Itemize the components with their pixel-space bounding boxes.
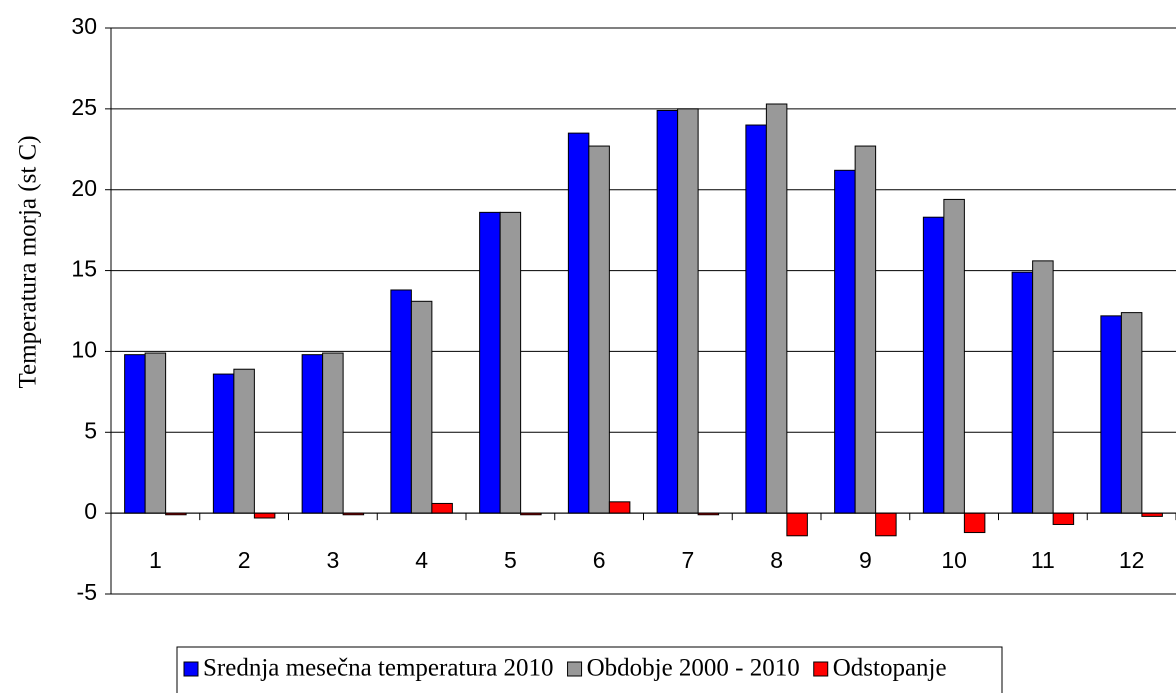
bar [963,512,986,534]
bar [1100,315,1122,514]
bar [233,368,255,514]
bar [499,211,522,514]
x-tick-label: 5 [504,547,517,573]
bar [745,124,767,514]
bar [253,512,276,519]
x-tick-label: 11 [1031,547,1055,573]
bar [390,289,412,514]
bar [656,109,679,514]
bar [875,512,897,537]
legend: Srednja mesečna temperatura 2010 Obdobje … [176,646,1003,693]
bar [301,354,324,514]
bar [479,211,501,514]
bar [1120,312,1143,514]
y-tick-label: 30 [71,13,97,39]
x-tick-label: 9 [859,547,872,573]
bar [765,103,788,514]
bar [677,108,699,514]
bar [144,352,167,514]
legend-swatch [183,661,199,677]
x-tick-label: 7 [681,547,694,573]
bar [608,501,631,514]
bar [834,169,856,514]
x-tick-label: 8 [770,547,783,573]
x-tick-label: 12 [1119,547,1145,573]
bar [786,512,808,537]
y-tick-label: 15 [71,256,97,282]
bar [410,300,433,514]
bar [943,198,965,514]
bar [124,354,146,514]
x-tick-label: 10 [941,547,967,573]
legend-label: Srednja mesečna temperatura 2010 [203,655,554,682]
bar [212,373,235,514]
y-axis-label: Temperatura morja (st C) [15,135,42,388]
legend-label: Obdobje 2000 - 2010 [587,655,800,682]
bar [854,145,877,514]
bar [1011,271,1034,514]
bar [322,352,344,514]
bar [1052,512,1075,525]
y-tick-label: 25 [71,94,97,120]
x-tick-label: 4 [415,547,428,573]
y-tick-label: -5 [77,579,97,605]
y-tick-label: 0 [84,498,97,524]
bar [922,216,945,514]
x-tick-label: 6 [593,547,606,573]
legend-swatch [567,661,583,677]
bar [588,145,610,514]
bar [567,132,590,514]
legend-box [176,646,1003,693]
bar [1032,260,1054,514]
x-tick-label: 1 [149,547,162,573]
legend-swatch [813,661,829,677]
y-tick-label: 10 [71,337,97,363]
x-tick-label: 2 [238,547,251,573]
legend-label: Odstopanje [833,655,947,682]
x-tick-label: 3 [326,547,339,573]
y-tick-label: 5 [84,417,97,443]
bar [431,502,453,514]
y-tick-label: 20 [71,175,97,201]
